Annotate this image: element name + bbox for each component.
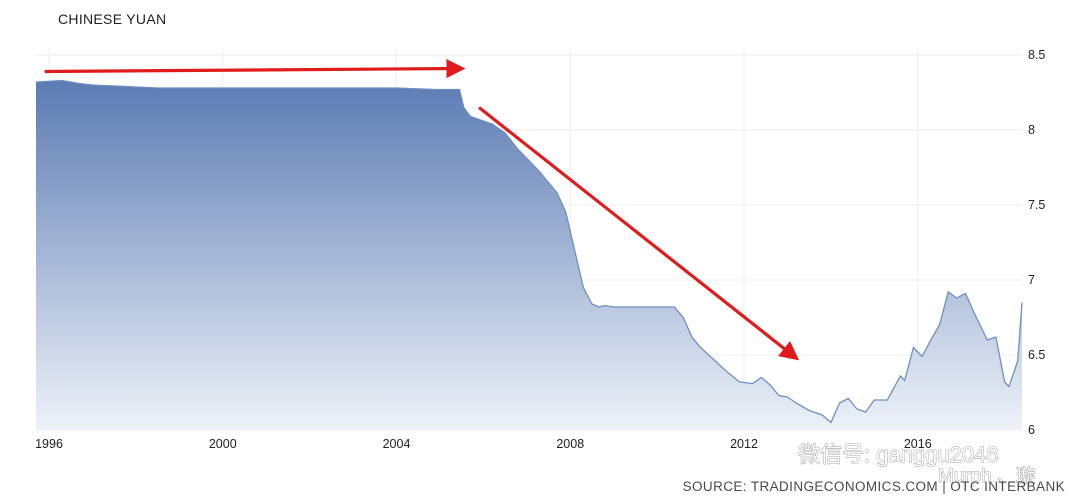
watermark-wechat: 微信号: ganggu2046: [798, 442, 999, 467]
y-tick-label-7.5: 7.5: [1028, 198, 1045, 212]
y-tick-label-7: 7: [1028, 273, 1035, 287]
source-note: SOURCE: TRADINGECONOMICS.COM | OTC INTER…: [683, 479, 1065, 494]
y-tick-label-6: 6: [1028, 423, 1035, 437]
red-arrow-1: [44, 59, 466, 79]
y-tick-label-8.5: 8.5: [1028, 48, 1045, 62]
annotations: [44, 59, 800, 361]
series-area: [36, 80, 1022, 430]
x-axis: 1996 2000 2004 2008 2012 2016: [35, 437, 932, 451]
y-tick-label-8: 8: [1028, 123, 1035, 137]
x-tick-label-2004: 2004: [383, 437, 411, 451]
series-line: [35, 79, 1023, 424]
watermark-author: Murph 、璇: [938, 465, 1035, 487]
red-arrow-2: [478, 106, 800, 361]
y-tick-label-6.5: 6.5: [1028, 348, 1045, 362]
chart-title: CHINESE YUAN: [58, 11, 166, 27]
x-tick-label-1996: 1996: [35, 437, 63, 451]
x-tick-label-2000: 2000: [209, 437, 237, 451]
x-tick-label-2008: 2008: [556, 437, 584, 451]
y-axis: 6 6.5 7 7.5 8 8.5: [1028, 48, 1045, 437]
x-tick-label-2012: 2012: [730, 437, 758, 451]
x-tick-label-2016: 2016: [904, 437, 932, 451]
